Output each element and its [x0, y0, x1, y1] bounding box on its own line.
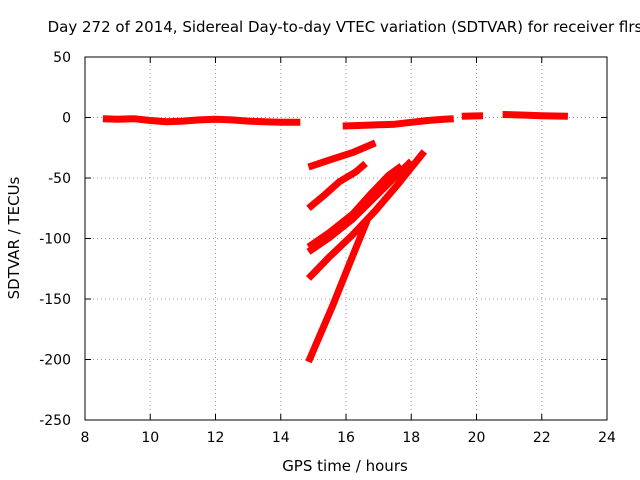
x-tick-labels: 8 10 12 14 16 18 20 22 24: [81, 430, 616, 446]
plot-frame: [84, 56, 608, 421]
x-tick-label: 12: [207, 430, 225, 446]
x-tick-label: 14: [272, 430, 290, 446]
data-series: [102, 111, 568, 364]
x-tick-label: 16: [337, 430, 355, 446]
y-tick-labels: -250 -200 -150 -100 -50 0 50: [39, 50, 71, 429]
x-tick-label: 24: [598, 430, 616, 446]
chart-title: Day 272 of 2014, Sidereal Day-to-day VTE…: [48, 18, 640, 36]
y-tick-label: 50: [53, 50, 71, 66]
x-tick-label: 10: [141, 430, 159, 446]
series-line-2: [342, 115, 454, 130]
y-axis-label: SDTVAR / TECUs: [5, 176, 23, 299]
series-line-3: [461, 112, 484, 120]
y-tick-label: -200: [39, 353, 71, 369]
series-line-8: [306, 158, 414, 255]
x-tick-label: 20: [468, 430, 486, 446]
series-line-4: [502, 111, 568, 120]
y-tick-label: -150: [39, 292, 71, 308]
y-tick-label: -100: [39, 232, 71, 248]
series-line-9: [305, 149, 428, 281]
series-line-5: [307, 139, 377, 171]
series-line-6: [306, 160, 368, 211]
x-tick-label: 8: [81, 430, 90, 446]
series-line-1: [102, 115, 301, 126]
x-tick-label: 22: [533, 430, 551, 446]
series-line-7: [306, 163, 404, 250]
series-line-10: [305, 218, 371, 364]
x-axis-label: GPS time / hours: [282, 457, 408, 475]
y-tick-label: -50: [48, 171, 71, 187]
x-tick-label: 18: [402, 430, 420, 446]
y-tick-label: 0: [62, 111, 71, 127]
y-tick-label: -250: [39, 413, 71, 429]
